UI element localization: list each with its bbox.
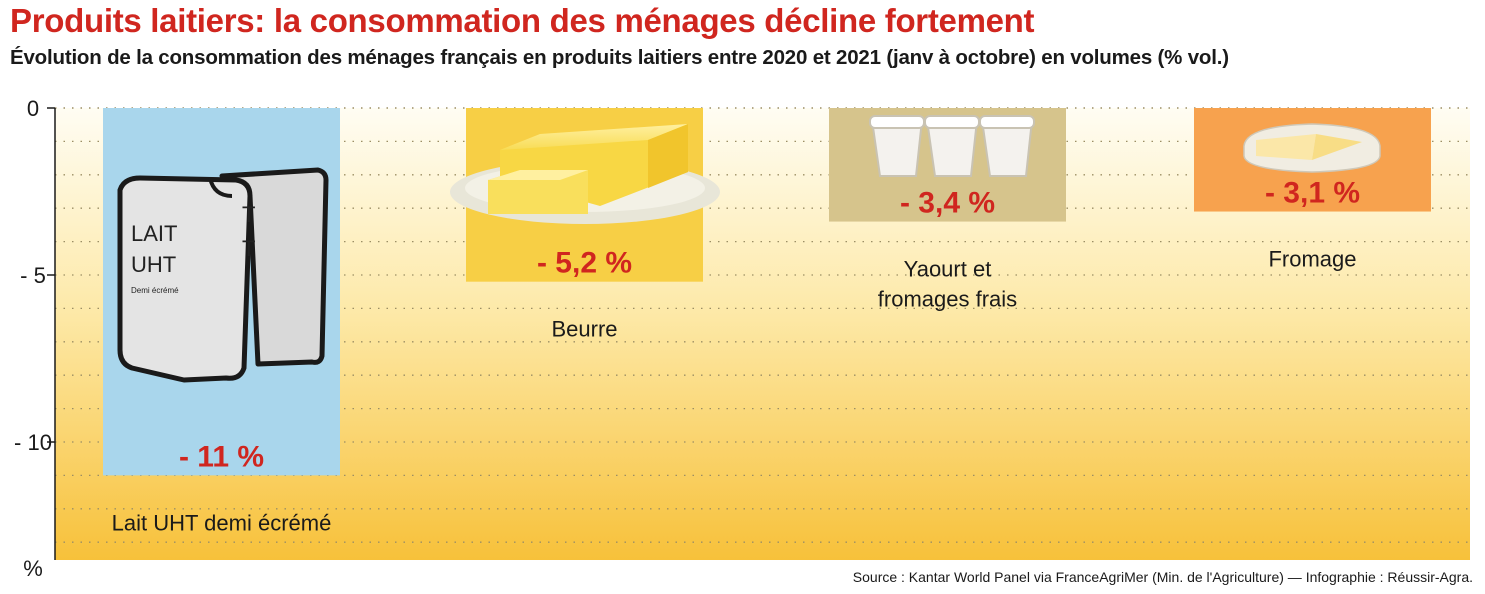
carton-text-demi-ecreme: Demi écrémé — [131, 286, 179, 295]
data-label: - 3,4 % — [900, 187, 995, 220]
butter-icon — [450, 124, 720, 224]
category-label: fromages frais — [878, 287, 1017, 312]
y-tick-label: 0 — [27, 96, 39, 121]
carton-text-lait: LAIT — [131, 221, 177, 246]
milk-carton-icon: LAIT UHT Demi écrémé T T — [117, 167, 329, 383]
category-label: Beurre — [551, 317, 617, 342]
product-illustrations: LAIT UHT Demi écrémé T T — [117, 115, 1381, 383]
source-note: Source : Kantar World Panel via FranceAg… — [852, 569, 1473, 585]
yogurt-icon — [869, 115, 1035, 177]
data-label: - 5,2 % — [537, 247, 632, 280]
y-axis: 0 - 5 - 10 — [14, 96, 55, 455]
category-label: Lait UHT demi écrémé — [112, 510, 332, 535]
back-carton-letters-2: T — [242, 236, 255, 261]
category-label: Yaourt et — [904, 257, 992, 282]
chart-subtitle: Évolution de la consommation des ménages… — [10, 46, 1229, 69]
y-tick-label: - 10 — [14, 430, 52, 455]
labels-group: - 11 % Lait UHT demi écrémé - 5,2 % Beurre -… — [112, 177, 1360, 536]
y-axis-unit-label: % — [23, 556, 43, 581]
carton-text-uht: UHT — [131, 252, 176, 277]
cheese-icon — [1243, 123, 1381, 173]
back-carton-letters: T — [242, 202, 255, 227]
y-tick-label: - 5 — [20, 263, 46, 288]
chart-title: Produits laitiers: la consommation des m… — [10, 2, 1035, 39]
category-label: Fromage — [1268, 247, 1356, 272]
data-label: - 3,1 % — [1265, 177, 1360, 210]
data-label: - 11 % — [179, 440, 264, 473]
